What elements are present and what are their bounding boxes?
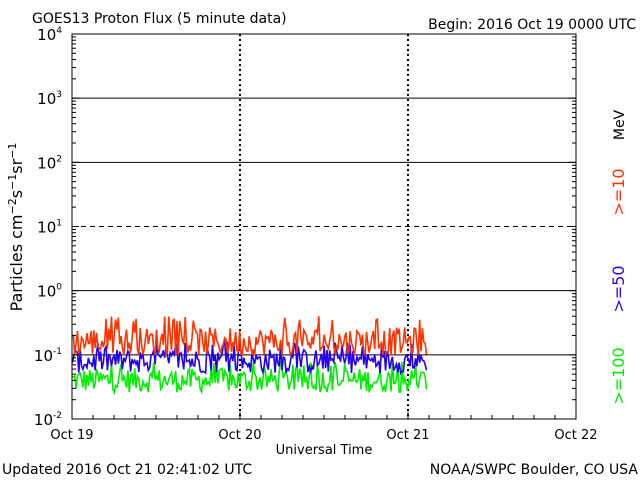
y-tick-label: 100 [37,283,62,301]
series-line [71,339,428,376]
updated-timestamp: Updated 2016 Oct 21 02:41:02 UTC [2,462,252,478]
legend: MeV >=10 >=50 >=100 [609,109,628,404]
y-tick-label: 102 [37,154,62,172]
y-tick-label: 104 [37,26,62,44]
y-tick-label: 103 [37,90,62,108]
x-tick-label: Oct 19 [50,428,93,443]
legend-entry: >=10 [609,168,628,215]
x-axis-title: Universal Time [276,443,373,458]
begin-timestamp: Begin: 2016 Oct 19 0000 UTC [428,17,636,33]
y-tick-label: 10-1 [34,347,62,365]
grid-layer [72,34,576,419]
legend-entry: >=100 [609,347,628,404]
credit-text: NOAA/SWPC Boulder, CO USA [430,462,639,478]
x-tick-label: Oct 20 [218,428,261,443]
legend-entry: >=50 [609,265,628,312]
series-line [71,361,428,396]
y-tick-label: 10-2 [34,411,62,429]
series-line [71,316,428,357]
y-axis: 10-2 10-1 100 101 102 103 104 [34,26,576,429]
y-tick-label: 101 [37,219,62,237]
x-tick-label: Oct 21 [386,428,429,443]
x-tick-label: Oct 22 [554,428,597,443]
y-axis-title: Particles cm−2s−1sr−1 [6,143,26,312]
legend-unit: MeV [612,109,628,140]
chart-title: GOES13 Proton Flux (5 minute data) [32,11,287,27]
x-axis: Oct 19 Oct 20 Oct 21 Oct 22 [50,412,598,443]
series-layer [71,316,428,396]
